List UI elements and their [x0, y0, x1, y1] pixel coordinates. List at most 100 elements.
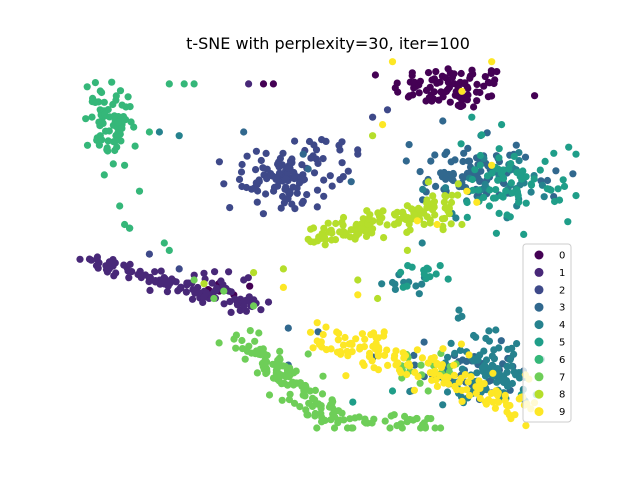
data-point-class-2: [305, 137, 314, 146]
data-point-class-3: [439, 117, 447, 125]
data-point-class-6: [190, 80, 198, 88]
data-point-class-3: [460, 149, 468, 157]
data-point-class-4: [503, 362, 511, 370]
data-point-class-2: [277, 204, 285, 212]
data-point-class-3: [451, 156, 459, 164]
data-point-class-3: [521, 153, 530, 161]
data-point-class-3: [304, 165, 312, 173]
data-point-class-7: [311, 396, 319, 404]
data-point-class-1: [220, 300, 228, 308]
data-point-class-5: [550, 149, 558, 157]
data-point-class-7: [317, 404, 325, 412]
data-point-class-7: [276, 347, 284, 355]
data-point-class-0: [246, 282, 254, 290]
data-point-class-7: [263, 351, 271, 359]
data-point-class-1: [124, 267, 132, 275]
data-point-class-1: [126, 260, 134, 268]
data-point-class-4: [474, 354, 482, 362]
data-point-class-9: [309, 344, 317, 352]
data-point-class-4: [500, 378, 508, 387]
data-point-class-7: [215, 339, 223, 347]
data-point-class-0: [487, 67, 495, 75]
data-point-class-5: [536, 166, 544, 174]
data-point-class-7: [246, 327, 254, 335]
data-point-class-5: [444, 275, 452, 283]
data-point-class-8: [374, 209, 382, 217]
data-point-class-7: [431, 424, 439, 432]
data-point-class-8: [448, 191, 456, 199]
data-point-class-8: [200, 280, 208, 288]
data-point-class-9: [411, 368, 419, 376]
data-point-class-6: [103, 144, 111, 152]
data-point-class-7: [286, 390, 294, 398]
data-point-class-7: [292, 379, 300, 387]
data-point-class-6: [104, 137, 112, 145]
data-point-class-7: [285, 366, 294, 375]
data-point-class-8: [351, 235, 359, 243]
data-point-class-1: [157, 267, 165, 275]
data-point-class-1: [264, 298, 273, 306]
data-point-class-9: [341, 333, 349, 342]
data-point-class-3: [458, 173, 466, 181]
data-point-class-8: [441, 214, 449, 223]
data-point-class-6: [101, 110, 109, 118]
data-point-class-6: [98, 136, 106, 144]
data-point-class-2: [320, 176, 328, 184]
legend-label-6: 6: [559, 355, 565, 366]
data-point-class-6: [118, 101, 126, 109]
data-point-class-2: [328, 182, 336, 190]
data-point-class-9: [361, 335, 369, 343]
data-point-class-7: [274, 359, 282, 367]
data-point-class-7: [247, 349, 256, 357]
data-point-class-9: [458, 87, 466, 95]
data-point-class-9: [433, 220, 441, 229]
data-point-class-9: [322, 323, 330, 331]
data-point-class-6: [98, 88, 106, 97]
data-point-class-2: [255, 176, 263, 184]
data-point-class-9: [392, 361, 400, 369]
data-point-class-9: [358, 330, 366, 338]
data-point-class-2: [369, 113, 377, 121]
data-point-class-9: [306, 328, 315, 336]
data-point-class-9: [424, 359, 432, 367]
data-point-class-8: [423, 199, 431, 207]
data-point-class-2: [310, 169, 319, 177]
data-point-class-8: [321, 241, 329, 249]
data-point-class-7: [334, 407, 343, 415]
data-point-class-9: [343, 347, 351, 356]
data-point-class-4: [441, 184, 450, 192]
data-point-class-6: [114, 118, 122, 126]
data-point-class-5: [469, 186, 477, 194]
data-point-class-9: [354, 291, 362, 299]
data-point-class-9: [418, 354, 426, 362]
data-point-class-0: [490, 79, 498, 88]
data-point-class-8: [454, 180, 462, 188]
data-point-class-1: [134, 270, 142, 279]
data-point-class-2: [238, 160, 246, 169]
data-point-class-8: [380, 234, 388, 242]
data-point-class-8: [420, 220, 428, 228]
data-point-class-8: [324, 219, 332, 227]
data-point-class-1: [163, 288, 171, 296]
data-point-class-9: [388, 58, 397, 66]
data-point-class-9: [360, 361, 368, 369]
data-point-class-7: [210, 294, 218, 303]
data-point-class-0: [428, 76, 436, 84]
data-point-class-5: [522, 173, 530, 181]
data-point-class-0: [463, 96, 471, 104]
data-point-class-1: [240, 276, 248, 284]
data-point-class-4: [458, 312, 466, 320]
data-point-class-6: [118, 124, 126, 132]
data-point-class-4: [451, 349, 459, 357]
data-point-class-5: [408, 263, 416, 271]
data-point-class-7: [421, 424, 429, 432]
data-point-class-4: [540, 193, 548, 201]
data-point-class-4: [473, 369, 481, 377]
data-point-class-2: [313, 203, 321, 211]
data-point-class-7: [311, 386, 319, 394]
data-point-class-7: [313, 424, 321, 432]
data-point-class-6: [82, 115, 90, 123]
data-point-class-4: [412, 282, 420, 290]
data-point-class-6: [95, 141, 103, 149]
data-point-class-2: [313, 186, 322, 194]
